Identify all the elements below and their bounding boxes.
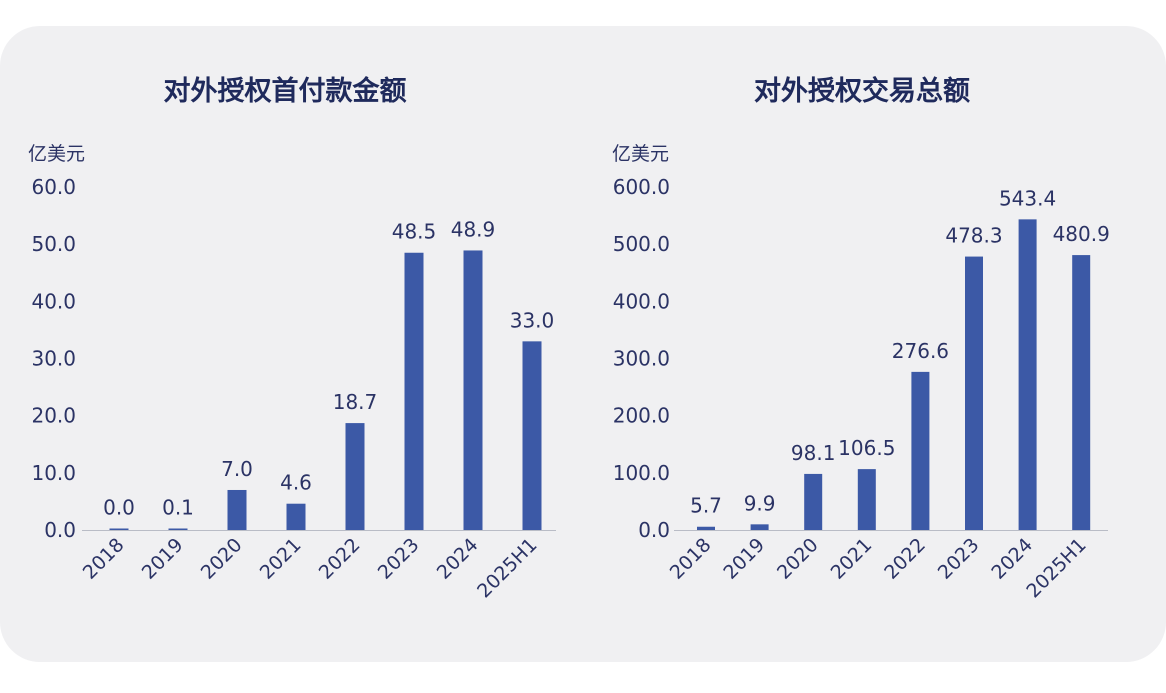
y-tick-label: 0.0	[638, 518, 670, 542]
x-tick-label: 2025H1	[1022, 534, 1090, 602]
x-tick-label: 2019	[138, 534, 188, 584]
x-tick-label: 2020	[197, 534, 247, 584]
x-tick-label: 2021	[256, 534, 306, 584]
y-tick-label: 0.0	[44, 518, 76, 542]
bar	[1072, 255, 1091, 530]
data-label: 543.4	[999, 186, 1056, 210]
bar	[463, 250, 483, 530]
bar	[697, 526, 715, 530]
bar	[1018, 219, 1037, 531]
data-label: 33.0	[510, 308, 555, 332]
data-label: 0.1	[162, 496, 194, 520]
y-tick-label: 60.0	[31, 175, 76, 199]
bar	[804, 473, 823, 530]
x-tick-label: 2025H1	[473, 534, 541, 602]
x-tick-label: 2019	[719, 534, 769, 584]
x-tick-label: 2024	[987, 534, 1037, 584]
bar	[857, 469, 876, 530]
x-tick-label: 2018	[666, 534, 716, 584]
data-label: 106.5	[838, 436, 895, 460]
data-label: 48.5	[392, 220, 437, 244]
y-tick-label: 20.0	[31, 404, 76, 428]
y-tick-label: 500.0	[613, 232, 670, 256]
y-tick-label: 400.0	[613, 289, 670, 313]
y-tick-label: 10.0	[31, 461, 76, 485]
chart-title: 对外授权首付款金额	[164, 75, 407, 107]
data-label: 9.9	[744, 491, 776, 515]
x-tick-label: 2022	[315, 534, 365, 584]
y-tick-label: 600.0	[613, 175, 670, 199]
bar	[911, 371, 930, 530]
bar	[522, 341, 542, 530]
data-label: 18.7	[333, 390, 378, 414]
bar	[345, 423, 365, 530]
data-label: 48.9	[451, 217, 496, 241]
unit-label: 亿美元	[612, 143, 669, 165]
bar	[227, 489, 247, 530]
bar	[965, 256, 983, 530]
data-label: 480.9	[1053, 222, 1110, 246]
x-tick-label: 2023	[934, 534, 984, 584]
y-tick-label: 30.0	[31, 347, 76, 371]
y-tick-label: 40.0	[31, 289, 76, 313]
x-tick-label: 2023	[374, 534, 424, 584]
x-tick-label: 2024	[433, 534, 483, 584]
y-tick-label: 50.0	[31, 232, 76, 256]
unit-label: 亿美元	[28, 143, 85, 165]
bar	[404, 252, 424, 530]
x-tick-label: 2020	[773, 534, 823, 584]
y-tick-label: 200.0	[613, 404, 670, 428]
data-label: 98.1	[791, 441, 836, 465]
data-label: 7.0	[221, 457, 253, 481]
x-tick-label: 2021	[827, 534, 877, 584]
x-tick-label: 2018	[79, 534, 129, 584]
y-tick-label: 100.0	[613, 461, 670, 485]
y-tick-label: 300.0	[613, 347, 670, 371]
data-label: 478.3	[945, 224, 1002, 248]
bar	[168, 528, 188, 530]
bar	[109, 528, 129, 530]
x-tick-label: 2022	[880, 534, 930, 584]
data-label: 276.6	[892, 339, 949, 363]
data-label: 4.6	[280, 471, 312, 495]
chart-title: 对外授权交易总额	[754, 75, 970, 107]
bar	[286, 503, 306, 530]
bar	[750, 524, 769, 530]
data-label: 0.0	[103, 496, 135, 520]
data-label: 5.7	[690, 494, 722, 518]
